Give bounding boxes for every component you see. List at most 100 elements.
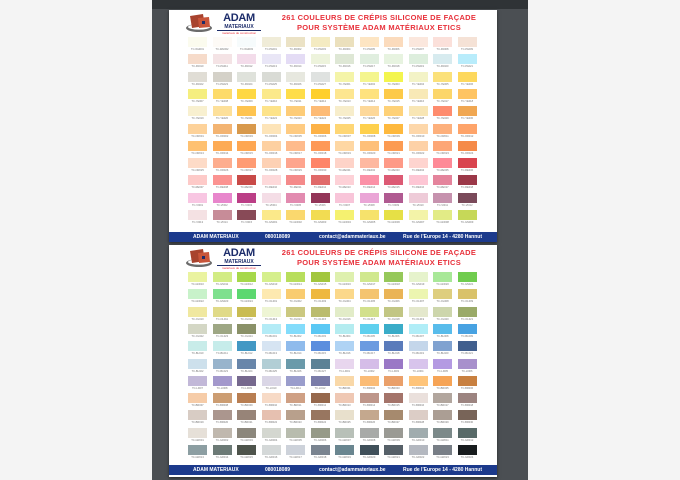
swatch-code: TC-BR008 xyxy=(215,404,229,408)
color-swatch: TC-PA025 xyxy=(261,71,281,86)
swatch-color xyxy=(237,341,256,352)
color-swatch: TC-GN020 xyxy=(433,272,452,286)
color-swatch: TC-PA011 xyxy=(212,54,232,68)
swatch-color xyxy=(188,341,207,352)
swatch-color xyxy=(384,71,403,82)
swatch-code: TC-GR017 xyxy=(289,456,302,459)
swatch-code: TC-GR018 xyxy=(313,456,327,459)
swatch-color xyxy=(286,445,305,455)
color-swatch: TC-OL001 xyxy=(261,289,281,303)
brand: ADAM MATERIAUX matériaux de construction xyxy=(217,248,261,270)
swatch-color xyxy=(188,37,207,47)
swatch-code: TC-LI001 xyxy=(339,369,350,373)
logo-icon xyxy=(186,14,212,32)
swatch-code: TC-BR026 xyxy=(362,421,376,425)
swatch-code: TC-WH001 xyxy=(191,48,204,51)
swatch-code: TC-YE020 xyxy=(215,117,229,121)
swatch-color xyxy=(408,158,428,169)
swatch-color xyxy=(237,158,256,169)
swatch-color xyxy=(359,375,379,386)
swatch-code: TC-GR014 xyxy=(215,456,229,459)
footer-email[interactable]: contact@adammateriaux.be xyxy=(319,467,386,473)
color-swatch: TC-GR010 xyxy=(408,427,428,442)
color-swatch: TC-LI004 xyxy=(408,358,428,373)
color-swatch: TC-GR016 xyxy=(261,445,281,459)
swatch-color xyxy=(457,272,477,282)
swatch-color xyxy=(261,175,281,186)
swatch-code: TC-OR006 xyxy=(313,134,327,138)
color-swatch: TC-OR028 xyxy=(261,158,281,172)
swatch-color xyxy=(433,106,452,117)
swatch-color xyxy=(237,140,256,151)
color-swatch: TC-RE007 xyxy=(188,175,207,189)
footer-address: Rue de l'Europe 14 - 4280 Hannut xyxy=(403,467,482,473)
swatch-code: TC-OL013 xyxy=(264,317,278,321)
swatch-color xyxy=(335,427,354,438)
swatch-code: TC-YE027 xyxy=(387,117,400,121)
swatch-code: TC-LI002 xyxy=(363,369,375,373)
color-swatch: TC-PA016 xyxy=(335,54,354,68)
swatch-code: TC-OR014 xyxy=(215,151,229,155)
swatch-color xyxy=(457,375,477,386)
color-swatch: TC-YE015 xyxy=(384,88,403,103)
swatch-code: TC-GN006 xyxy=(387,221,400,224)
swatch-color xyxy=(237,393,256,404)
swatch-color xyxy=(335,192,354,203)
color-swatch: TC-BR020 xyxy=(212,410,232,424)
swatch-code: TC-GN001 xyxy=(264,221,278,224)
swatch-code: TC-OR026 xyxy=(215,169,229,173)
swatch-color xyxy=(261,393,281,404)
swatch-color xyxy=(335,158,354,169)
swatch-color xyxy=(237,123,256,134)
color-swatch: TC-BL012 xyxy=(237,341,256,355)
swatch-color xyxy=(212,323,232,334)
swatch-code: TC-GR008 xyxy=(362,438,376,442)
swatch-code: TC-BR009 xyxy=(240,404,253,408)
swatch-code: TC-PA014 xyxy=(289,65,302,69)
swatch-color xyxy=(359,272,379,282)
swatch-code: TC-PA021 xyxy=(461,65,473,69)
swatch-color xyxy=(310,123,330,134)
color-swatch: TC-GN022 xyxy=(188,289,207,303)
color-swatch: TC-OR002 xyxy=(212,123,232,138)
swatch-code: TC-PA024 xyxy=(240,82,253,86)
swatch-color xyxy=(408,272,428,282)
swatch-code: TC-OR004 xyxy=(264,134,278,138)
color-swatch: TC-YE024 xyxy=(310,106,330,120)
swatch-color xyxy=(286,306,305,317)
color-swatch: TC-BR029 xyxy=(433,410,452,424)
swatch-color xyxy=(261,375,281,386)
swatch-code: TC-LI008 xyxy=(216,386,228,390)
swatch-color xyxy=(433,123,452,134)
swatch-code: TC-BR003 xyxy=(387,386,400,390)
swatch-code: TC-BR019 xyxy=(191,421,204,425)
swatch-code: TC-BR004 xyxy=(411,386,425,390)
footer-email[interactable]: contact@adammateriaux.be xyxy=(319,234,386,240)
color-swatch: TC-BR001 xyxy=(335,375,354,390)
swatch-code: TC-BL019 xyxy=(412,352,424,356)
swatch-color xyxy=(310,323,330,334)
color-swatch: TC-OR027 xyxy=(237,158,256,172)
swatch-code: TC-GR022 xyxy=(411,456,425,459)
swatch-color xyxy=(384,272,403,282)
swatch-code: TC-VI015 xyxy=(240,221,253,224)
swatch-code: TC-LI009 xyxy=(241,386,252,390)
swatch-color xyxy=(237,106,256,117)
color-swatch: TC-BL025 xyxy=(261,358,281,373)
swatch-color xyxy=(212,175,232,186)
swatch-code: TC-LI011 xyxy=(290,386,301,390)
color-swatch: TC-OL006 xyxy=(384,289,403,303)
color-swatch: TC-BR007 xyxy=(188,393,207,407)
color-swatch: TC-OR009 xyxy=(384,123,403,138)
swatch-color xyxy=(384,123,403,134)
swatch-code: TC-OL017 xyxy=(362,317,376,321)
swatch-code: TC-BL010 xyxy=(191,352,204,356)
swatch-code: TC-RE011 xyxy=(289,186,302,190)
swatch-code: TC-OL016 xyxy=(338,317,351,321)
color-swatch: TC-BL027 xyxy=(310,358,330,373)
swatch-color xyxy=(261,140,281,151)
color-swatch: TC-YE019 xyxy=(188,106,207,120)
page-title-line2: POUR SYSTÈME ADAM MATÉRIAUX ETICS xyxy=(296,23,462,32)
color-swatch: TC-BL021 xyxy=(457,341,477,355)
color-swatch: TC-OR025 xyxy=(188,158,207,172)
